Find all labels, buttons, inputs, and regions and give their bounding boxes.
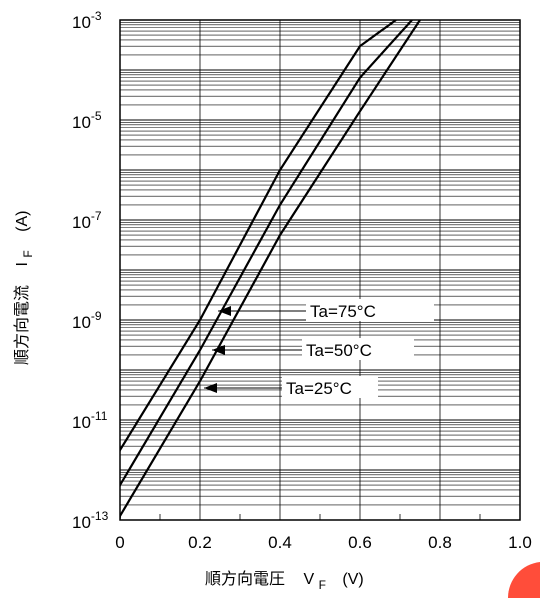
- plot-frame: [119, 19, 521, 521]
- legend-label-2: Ta=25°C: [286, 379, 352, 398]
- x-tick-label: 0.6: [348, 533, 372, 552]
- legend-label-0: Ta=75°C: [310, 302, 376, 321]
- y-axis-label-sub: F: [21, 250, 35, 257]
- series-line-2: [120, 20, 421, 520]
- series-line-1: [120, 20, 413, 489]
- legend-label-bg-1: [302, 338, 414, 360]
- y-tick-label: 10-11: [72, 409, 108, 432]
- legend-label-1: Ta=50°C: [306, 341, 372, 360]
- legend-arrow-1: [212, 345, 225, 355]
- x-tick-label: 0: [115, 533, 124, 552]
- y-tick-label: 10-3: [72, 9, 102, 32]
- y-tick-labels: 10-3 10-5 10-7 10-9 10-11 10-13: [72, 9, 109, 532]
- series-group: [120, 20, 421, 520]
- x-axis-label-sub: F: [319, 578, 326, 592]
- legend-label-bg-0: [306, 299, 434, 321]
- x-tick-label: 0.8: [428, 533, 452, 552]
- x-axis-label-main: 順方向電圧: [205, 570, 285, 588]
- legend: Ta=75°C Ta=50°C Ta=25°C: [204, 299, 434, 398]
- x-axis-label-unit: (V): [342, 571, 363, 588]
- legend-label-bg-2: [282, 376, 378, 398]
- x-axis-label: 順方向電圧 V F (V): [205, 570, 364, 593]
- y-axis-label: 順方向電流 I F (A): [13, 211, 36, 366]
- x-tick-label: 0.4: [268, 533, 292, 552]
- legend-arrow-2: [204, 383, 217, 393]
- x-axis-label-symbol: V: [303, 571, 314, 588]
- y-axis-label-symbol: I: [14, 262, 31, 266]
- y-axis-label-main: 順方向電流: [13, 285, 31, 365]
- corner-watermark: [507, 562, 540, 598]
- grid: [120, 20, 520, 520]
- y-tick-label: 10-5: [72, 109, 102, 132]
- legend-arrow-0: [218, 306, 231, 316]
- x-tick-labels: 0 0.2 0.4 0.6 0.8 1.0: [115, 533, 532, 552]
- y-tick-label: 10-7: [72, 209, 102, 232]
- y-axis-label-unit: (A): [14, 211, 31, 232]
- x-tick-label: 1.0: [508, 533, 532, 552]
- x-tick-label: 0.2: [188, 533, 212, 552]
- y-tick-label: 10-13: [72, 509, 109, 532]
- series-line-0: [120, 20, 397, 454]
- y-tick-label: 10-9: [72, 309, 102, 332]
